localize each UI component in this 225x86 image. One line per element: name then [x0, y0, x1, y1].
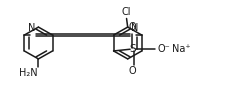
Text: H₂N: H₂N: [19, 68, 37, 77]
Text: O: O: [128, 22, 136, 32]
Text: O: O: [128, 66, 136, 76]
Text: Na⁺: Na⁺: [172, 44, 190, 54]
Text: N: N: [28, 23, 35, 33]
Text: N: N: [130, 23, 138, 33]
Text: S: S: [129, 44, 135, 54]
Text: O⁻: O⁻: [157, 44, 170, 54]
Text: Cl: Cl: [121, 7, 130, 17]
